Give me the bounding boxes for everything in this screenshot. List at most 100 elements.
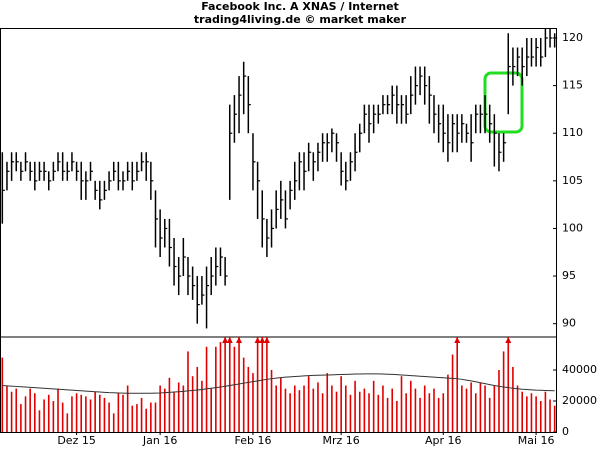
- volume-bar: [275, 385, 277, 432]
- chart-subtitle: trading4living.de © market maker: [194, 13, 407, 26]
- volume-bar: [280, 377, 282, 432]
- chart-title: Facebook Inc. A XNAS / Internet: [201, 0, 399, 13]
- volume-bar: [57, 388, 59, 432]
- volume-bar: [1, 357, 4, 432]
- volume-bar: [122, 394, 124, 432]
- volume-bar: [321, 393, 324, 432]
- volume-bar: [80, 394, 83, 432]
- volume-bar: [182, 385, 185, 432]
- volume-bar: [405, 393, 407, 432]
- y-tick-label: 40000: [562, 363, 597, 376]
- volume-bar: [382, 385, 384, 432]
- volume-bar: [168, 377, 171, 432]
- x-tick-label: Mrz 16: [323, 434, 360, 447]
- volume-bar: [484, 385, 486, 432]
- volume-bar: [386, 397, 389, 432]
- overflow-arrow: [259, 337, 266, 343]
- volume-bar: [521, 391, 523, 432]
- volume-bar: [187, 351, 189, 432]
- volume-bar: [539, 401, 542, 432]
- volume-bar: [433, 388, 435, 432]
- volume-bar: [303, 385, 305, 432]
- volume-bar: [437, 397, 440, 432]
- volume-bar: [498, 370, 500, 432]
- volume-bar: [345, 385, 347, 432]
- volume-bar: [507, 337, 510, 432]
- moving-average: [2, 373, 555, 394]
- volume-bar: [154, 402, 157, 432]
- volume-bar: [10, 391, 13, 432]
- volume-bar: [391, 388, 394, 432]
- volume-bar: [24, 396, 27, 432]
- volume-bar: [233, 346, 236, 432]
- y-tick-label: 105: [562, 174, 583, 187]
- volume-bar: [270, 370, 273, 432]
- y-tick-label: 120: [562, 31, 583, 44]
- volume-bar: [145, 408, 148, 432]
- volume-bar: [289, 393, 291, 432]
- volume-bar: [447, 374, 449, 432]
- volume-bar: [108, 402, 110, 432]
- volume-bar: [293, 385, 296, 432]
- volume-bar: [512, 366, 514, 432]
- y-tick-label: 20000: [562, 394, 597, 407]
- overflow-arrow: [226, 337, 233, 343]
- volume-bar: [493, 385, 496, 432]
- x-tick-label: Apr 16: [425, 434, 462, 447]
- volume-bar: [85, 396, 87, 432]
- volume-bar: [20, 404, 22, 432]
- volume-bar: [470, 382, 472, 432]
- volume-bar: [368, 393, 370, 432]
- overflow-arrow: [254, 337, 261, 343]
- volume-bar: [516, 385, 519, 432]
- volume-bar: [196, 366, 199, 432]
- y-tick-label: 110: [562, 126, 583, 139]
- x-tick-label: Mai 16: [518, 434, 555, 447]
- volume-bar: [502, 351, 505, 432]
- volume-bar: [298, 390, 301, 432]
- volume-bar: [150, 402, 152, 432]
- volume-bar: [326, 373, 329, 432]
- overflow-arrow: [236, 337, 243, 343]
- volume-bar: [215, 346, 217, 432]
- x-tick-label: Jan 16: [142, 434, 177, 447]
- volume-bar: [242, 357, 245, 432]
- volume-bar: [409, 380, 412, 432]
- volume-bar: [331, 385, 333, 432]
- volume-bar: [61, 402, 64, 432]
- volume-bar: [112, 413, 115, 432]
- y-tick-label: 100: [562, 221, 583, 234]
- volume-bar: [307, 376, 310, 432]
- volume-bar: [526, 396, 528, 432]
- volume-bar: [173, 391, 175, 432]
- volume-bar: [451, 354, 454, 432]
- volume-bar: [544, 391, 547, 432]
- volume-bar: [126, 385, 129, 432]
- y-tick-label: 90: [562, 317, 576, 330]
- volume-bar: [228, 337, 231, 432]
- volume-bar: [396, 401, 398, 432]
- volume-bar: [15, 388, 18, 432]
- volume-bar: [284, 388, 287, 432]
- volume-bar: [71, 396, 73, 432]
- y-tick-label: 115: [562, 79, 583, 92]
- volume-bar: [66, 413, 69, 432]
- volume-bar: [474, 393, 477, 432]
- volume-bar: [354, 380, 356, 432]
- volume-bar: [553, 405, 556, 432]
- volume-bar: [75, 393, 78, 432]
- volume-bar: [103, 397, 106, 432]
- frame: [0, 28, 557, 433]
- volume-bar: [247, 366, 250, 432]
- volume-bar: [363, 388, 366, 432]
- volume-bar: [335, 391, 338, 432]
- volume-bar: [6, 385, 8, 432]
- overflow-arrow: [222, 337, 229, 343]
- volume-bar: [461, 385, 463, 432]
- volume-bar: [456, 337, 459, 432]
- volume-bar: [98, 394, 101, 432]
- volume-bar: [47, 394, 50, 432]
- volume-bar: [428, 393, 431, 432]
- volume-bar: [423, 385, 426, 432]
